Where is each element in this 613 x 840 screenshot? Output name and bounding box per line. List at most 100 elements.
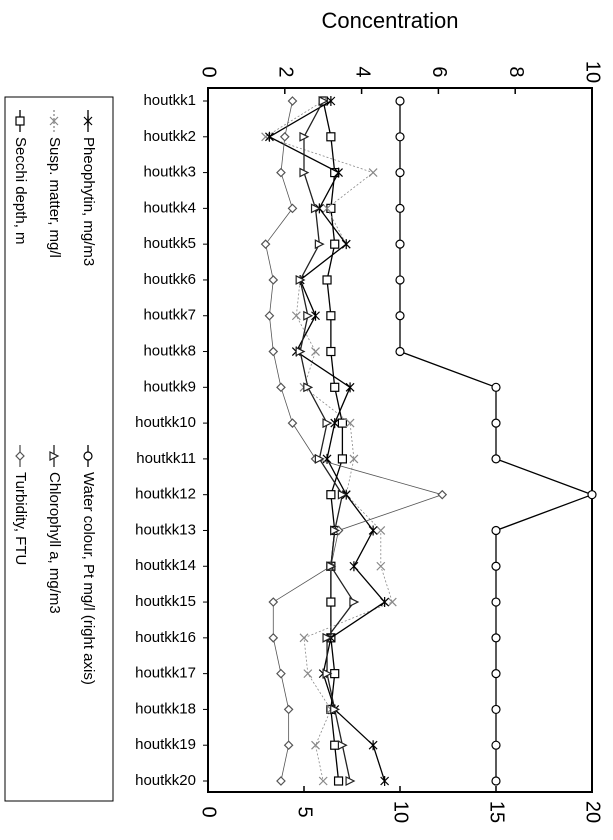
- marker: [368, 168, 378, 178]
- marker: [287, 203, 298, 214]
- marker: [491, 776, 501, 786]
- marker-shape: [299, 167, 310, 178]
- marker-shape: [311, 347, 320, 356]
- marker-shape: [291, 311, 301, 321]
- marker-shape: [279, 131, 290, 142]
- marker-shape: [491, 704, 501, 715]
- category-label: houtkk9: [143, 378, 196, 395]
- marker: [268, 275, 279, 285]
- marker-shape: [395, 167, 405, 178]
- marker-shape: [341, 239, 351, 250]
- category-label: houtkk15: [135, 593, 196, 610]
- marker: [330, 382, 340, 392]
- y-tick-label: 8: [505, 66, 527, 77]
- marker-shape: [314, 453, 325, 464]
- marker: [318, 96, 329, 106]
- category-label: houtkk14: [135, 557, 196, 574]
- marker: [326, 311, 336, 321]
- marker: [83, 116, 93, 126]
- marker: [265, 131, 274, 142]
- marker-shape: [283, 740, 294, 751]
- marker: [49, 451, 60, 461]
- marker-shape: [349, 597, 360, 608]
- marker-shape: [310, 203, 321, 214]
- marker-shape: [83, 116, 93, 126]
- marker: [287, 418, 298, 428]
- legend-label: Pheophytin, mg/m3: [80, 137, 97, 266]
- marker: [318, 776, 328, 786]
- marker-shape: [337, 740, 348, 751]
- marker: [376, 561, 386, 571]
- marker: [291, 311, 301, 321]
- marker-shape: [337, 489, 348, 500]
- marker: [349, 561, 359, 572]
- marker: [345, 776, 356, 786]
- marker: [276, 668, 286, 679]
- marker: [268, 632, 279, 643]
- y2-tick-label: 15: [486, 801, 508, 823]
- marker: [322, 668, 333, 679]
- category-label: houtkk3: [143, 164, 196, 181]
- marker-shape: [491, 597, 501, 607]
- marker-shape: [368, 525, 378, 536]
- marker: [322, 418, 333, 429]
- marker-shape: [491, 776, 501, 786]
- marker: [310, 203, 321, 214]
- marker: [368, 525, 378, 536]
- y2-tick-label: 20: [582, 801, 604, 823]
- marker-shape: [326, 346, 336, 357]
- marker-shape: [491, 669, 501, 679]
- category-label: houtkk18: [135, 700, 196, 717]
- marker: [395, 203, 405, 213]
- marker-shape: [349, 454, 359, 464]
- marker-shape: [318, 96, 329, 106]
- category-label: houtkk20: [135, 772, 196, 789]
- y-tick-label: 0: [198, 66, 220, 77]
- marker: [330, 740, 340, 750]
- marker: [330, 239, 340, 249]
- legend-box: [4, 96, 114, 802]
- marker: [345, 418, 355, 428]
- category-label: houtkk2: [143, 128, 196, 145]
- marker-shape: [322, 203, 332, 213]
- marker: [337, 454, 347, 464]
- marker: [491, 525, 501, 536]
- marker: [268, 597, 279, 607]
- marker: [326, 346, 336, 357]
- marker-shape: [311, 740, 320, 750]
- marker-shape: [387, 597, 397, 607]
- category-label: houtkk13: [135, 521, 196, 538]
- marker-shape: [276, 776, 286, 786]
- marker: [349, 597, 360, 608]
- y-tick-label: 2: [275, 66, 297, 77]
- marker-shape: [268, 275, 279, 285]
- marker-shape: [303, 310, 314, 321]
- marker: [387, 597, 397, 607]
- marker: [491, 561, 501, 571]
- category-label: houtkk8: [143, 342, 196, 359]
- marker-shape: [395, 239, 405, 249]
- marker-shape: [326, 490, 336, 500]
- marker-shape: [268, 597, 279, 607]
- marker: [299, 167, 310, 178]
- marker-shape: [326, 311, 336, 321]
- marker: [380, 597, 390, 608]
- series-line: [299, 100, 355, 782]
- marker-shape: [334, 167, 343, 178]
- marker-shape: [311, 310, 320, 321]
- category-label: houtkk1: [143, 92, 196, 109]
- marker: [303, 382, 314, 393]
- y-tick-label: 6: [428, 66, 450, 77]
- marker: [337, 489, 348, 500]
- marker-shape: [491, 740, 501, 750]
- legend-label: Susp. matter, mg/l: [46, 137, 63, 258]
- marker-shape: [15, 451, 25, 461]
- marker: [311, 310, 320, 321]
- marker: [322, 275, 332, 285]
- marker: [283, 704, 294, 715]
- marker: [276, 382, 286, 393]
- marker: [330, 418, 340, 429]
- marker-shape: [437, 489, 448, 500]
- marker-shape: [376, 526, 386, 535]
